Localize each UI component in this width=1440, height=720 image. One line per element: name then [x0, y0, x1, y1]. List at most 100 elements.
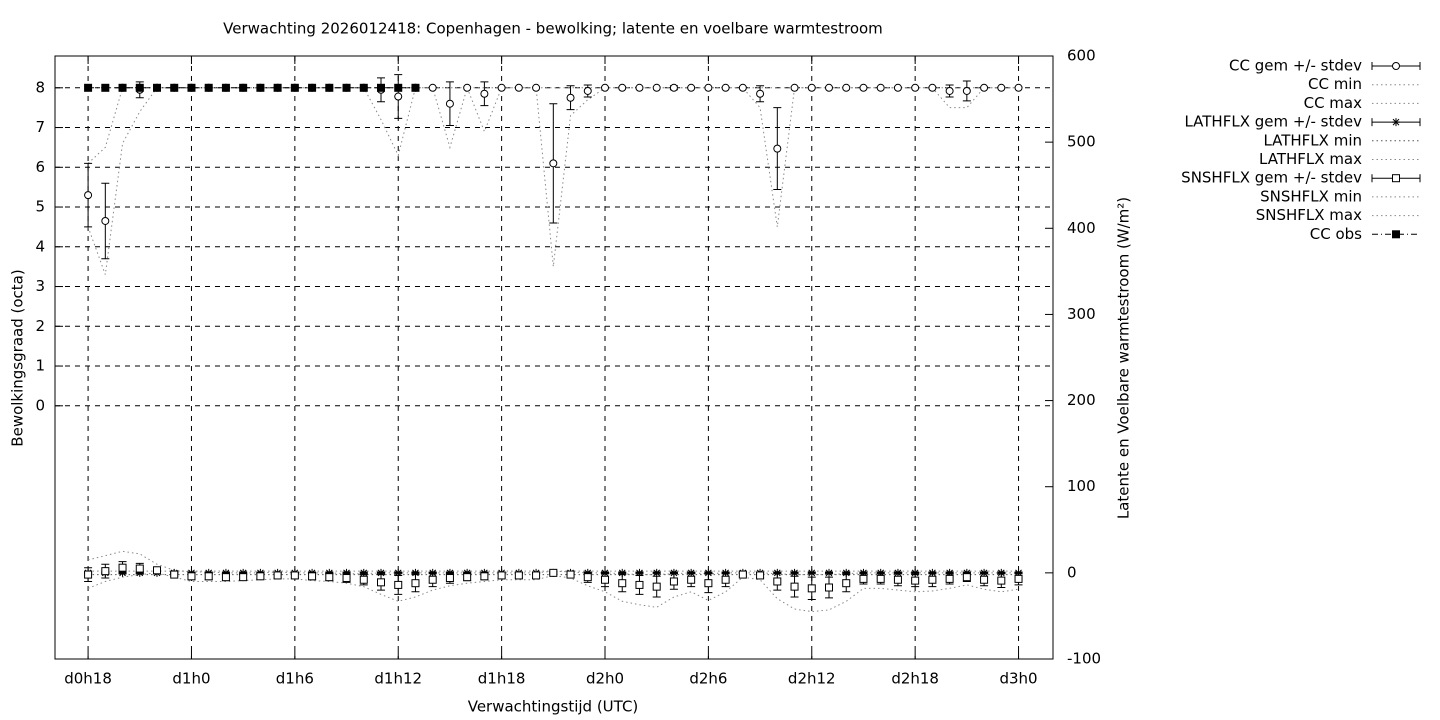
legend-label: CC obs	[1310, 225, 1362, 243]
data-point	[790, 83, 799, 92]
chart-title: Verwachting 2026012418: Copenhagen - bew…	[223, 20, 883, 38]
data-point	[842, 568, 851, 577]
data-point	[807, 584, 816, 593]
data-point	[256, 83, 265, 92]
y2-tick-label: 200	[1067, 391, 1096, 409]
data-point	[980, 83, 989, 92]
data-point	[342, 83, 351, 92]
y-axis-label: Bewolkingsgraad (octa)	[9, 269, 27, 446]
data-point	[256, 572, 265, 581]
data-point	[669, 568, 678, 577]
data-point	[170, 83, 179, 92]
data-point	[825, 568, 834, 577]
data-point	[377, 578, 386, 587]
data-point	[635, 580, 644, 589]
y-tick-label: 1	[35, 357, 45, 375]
x-tick-label: d2h6	[689, 670, 727, 688]
data-point	[377, 83, 386, 92]
data-point	[859, 574, 868, 583]
data-point	[1392, 230, 1400, 239]
data-point	[859, 568, 868, 577]
y-tick-label: 4	[35, 237, 45, 255]
data-point	[618, 83, 627, 92]
data-point	[84, 191, 93, 200]
data-point	[153, 566, 162, 575]
y-tick-label: 2	[35, 317, 45, 335]
data-point	[514, 83, 523, 92]
data-point	[497, 571, 506, 580]
data-point	[738, 83, 747, 92]
data-point	[583, 573, 592, 582]
data-point	[187, 83, 196, 92]
legend-label: LATHFLX max	[1259, 150, 1362, 168]
data-point	[997, 83, 1006, 92]
data-point	[928, 83, 937, 92]
data-point	[497, 83, 506, 92]
plot-border	[54, 55, 1054, 660]
data-point	[825, 83, 834, 92]
data-point	[221, 573, 230, 582]
data-point	[704, 83, 713, 92]
data-point	[1392, 62, 1400, 70]
y-tick-label: 7	[35, 118, 45, 136]
data-point	[1392, 174, 1400, 183]
data-point	[652, 83, 661, 92]
data-point	[842, 579, 851, 588]
data-point	[652, 582, 661, 591]
data-point	[101, 216, 110, 225]
data-point	[170, 570, 179, 579]
legend-label: CC min	[1308, 75, 1362, 93]
data-point	[1392, 118, 1400, 127]
data-point	[1014, 574, 1023, 583]
data-point	[721, 575, 730, 584]
data-point	[325, 568, 334, 577]
data-point	[308, 83, 317, 92]
data-point	[394, 580, 403, 589]
data-point	[601, 575, 610, 584]
data-point	[463, 568, 472, 577]
data-point	[394, 92, 403, 101]
data-point	[566, 93, 575, 102]
y2-tick-label: 300	[1067, 305, 1096, 323]
x-axis-label: Verwachtingstijd (UTC)	[468, 698, 639, 716]
data-point	[411, 579, 420, 588]
data-point	[945, 574, 954, 583]
data-point	[962, 86, 971, 95]
data-point	[962, 573, 971, 582]
data-point	[583, 86, 592, 95]
data-point	[480, 572, 489, 581]
data-point	[790, 568, 799, 577]
data-point	[514, 571, 523, 580]
data-point	[687, 575, 696, 584]
data-point	[532, 83, 541, 92]
y2-tick-label: 0	[1067, 563, 1077, 581]
y-tick-label: 5	[35, 198, 45, 216]
legend-label: CC max	[1304, 94, 1363, 112]
data-point	[790, 582, 799, 591]
data-point	[1014, 83, 1023, 92]
data-point	[635, 568, 644, 577]
x-tick-label: d2h12	[788, 670, 836, 688]
data-point	[359, 83, 368, 92]
y2-tick-label: -100	[1067, 650, 1101, 668]
data-point	[876, 574, 885, 583]
y-tick-label: 3	[35, 277, 45, 295]
data-point	[893, 83, 902, 92]
x-tick-label: d1h18	[478, 670, 526, 688]
x-tick-label: d2h0	[586, 670, 624, 688]
data-point	[411, 568, 420, 577]
data-point	[342, 568, 351, 577]
data-point	[549, 568, 558, 577]
data-point	[308, 572, 317, 581]
data-point	[945, 568, 954, 577]
legend-label: LATHFLX gem +/- stdev	[1184, 113, 1362, 131]
data-point	[325, 83, 334, 92]
data-point	[428, 83, 437, 92]
data-point	[101, 567, 110, 576]
data-point	[618, 568, 627, 577]
data-point	[876, 568, 885, 577]
data-point	[221, 568, 230, 577]
data-point	[118, 563, 127, 572]
